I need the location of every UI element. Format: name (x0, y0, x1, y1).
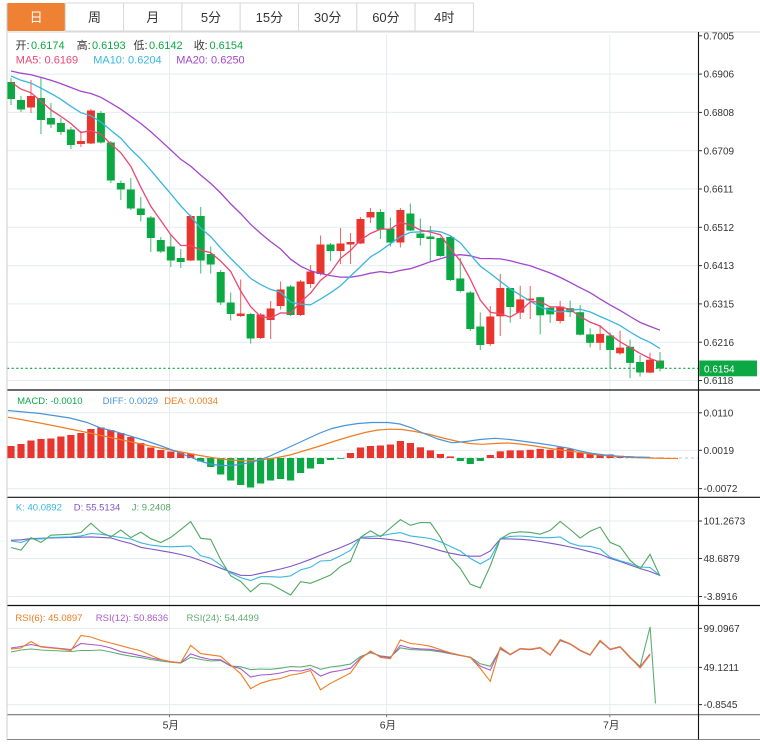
svg-text:0.6709: 0.6709 (704, 146, 735, 157)
svg-text:K: 40.0892: K: 40.0892 (16, 503, 62, 514)
svg-text:0.6174: 0.6174 (31, 40, 65, 52)
svg-text:MA5: 0.6169: MA5: 0.6169 (16, 55, 78, 67)
svg-text:0.6154: 0.6154 (704, 364, 735, 375)
svg-text:0.6808: 0.6808 (704, 108, 735, 119)
svg-text:J: 9.2408: J: 9.2408 (132, 503, 171, 514)
svg-text:-0.8545: -0.8545 (704, 700, 738, 711)
svg-text:RSI(6): 45.0897: RSI(6): 45.0897 (15, 613, 82, 624)
svg-text:0.6906: 0.6906 (704, 70, 735, 81)
svg-text:5分: 5分 (201, 10, 221, 25)
svg-text:7月: 7月 (603, 720, 619, 732)
svg-text:60分: 60分 (372, 10, 399, 25)
svg-text:日: 日 (30, 10, 43, 25)
svg-text:15分: 15分 (256, 10, 283, 25)
svg-text:开:: 开: (16, 40, 30, 52)
svg-text:0.6142: 0.6142 (149, 40, 183, 52)
svg-text:0.6512: 0.6512 (704, 223, 735, 234)
svg-text:D: 55.5134: D: 55.5134 (74, 503, 120, 514)
svg-text:MA20: 0.6250: MA20: 0.6250 (176, 55, 245, 67)
svg-text:DIFF: 0.0029: DIFF: 0.0029 (103, 396, 158, 407)
svg-text:月: 月 (146, 10, 159, 25)
svg-text:DEA: 0.0034: DEA: 0.0034 (164, 396, 218, 407)
svg-text:收:: 收: (194, 38, 208, 52)
svg-text:0.6216: 0.6216 (704, 338, 735, 349)
svg-text:MACD: -0.0010: MACD: -0.0010 (17, 396, 82, 407)
svg-text:周: 周 (88, 10, 101, 25)
svg-text:0.0019: 0.0019 (704, 446, 735, 457)
svg-text:MA10: 0.6204: MA10: 0.6204 (93, 55, 162, 67)
svg-text:0.6193: 0.6193 (92, 40, 126, 52)
svg-text:0.6154: 0.6154 (210, 40, 244, 52)
svg-text:-0.0072: -0.0072 (704, 484, 738, 495)
svg-text:49.1211: 49.1211 (704, 663, 740, 674)
svg-text:0.0110: 0.0110 (704, 408, 734, 419)
svg-text:5月: 5月 (163, 720, 179, 732)
svg-text:-3.8916: -3.8916 (704, 592, 738, 603)
svg-text:30分: 30分 (314, 10, 341, 25)
svg-text:4时: 4时 (434, 10, 454, 25)
svg-text:48.6879: 48.6879 (704, 554, 741, 565)
svg-text:低:: 低: (134, 39, 148, 52)
svg-text:0.6118: 0.6118 (704, 376, 734, 387)
svg-text:0.7005: 0.7005 (704, 31, 735, 42)
svg-text:6月: 6月 (380, 720, 396, 732)
svg-text:0.6413: 0.6413 (704, 261, 735, 272)
svg-text:0.6611: 0.6611 (704, 185, 734, 196)
svg-text:RSI(12): 50.8636: RSI(12): 50.8636 (96, 613, 168, 624)
svg-text:0.6315: 0.6315 (704, 300, 735, 311)
svg-text:101.2673: 101.2673 (704, 517, 746, 528)
svg-text:99.0967: 99.0967 (704, 624, 741, 635)
svg-text:高:: 高: (77, 38, 91, 52)
svg-text:RSI(24): 54.4499: RSI(24): 54.4499 (187, 613, 259, 624)
